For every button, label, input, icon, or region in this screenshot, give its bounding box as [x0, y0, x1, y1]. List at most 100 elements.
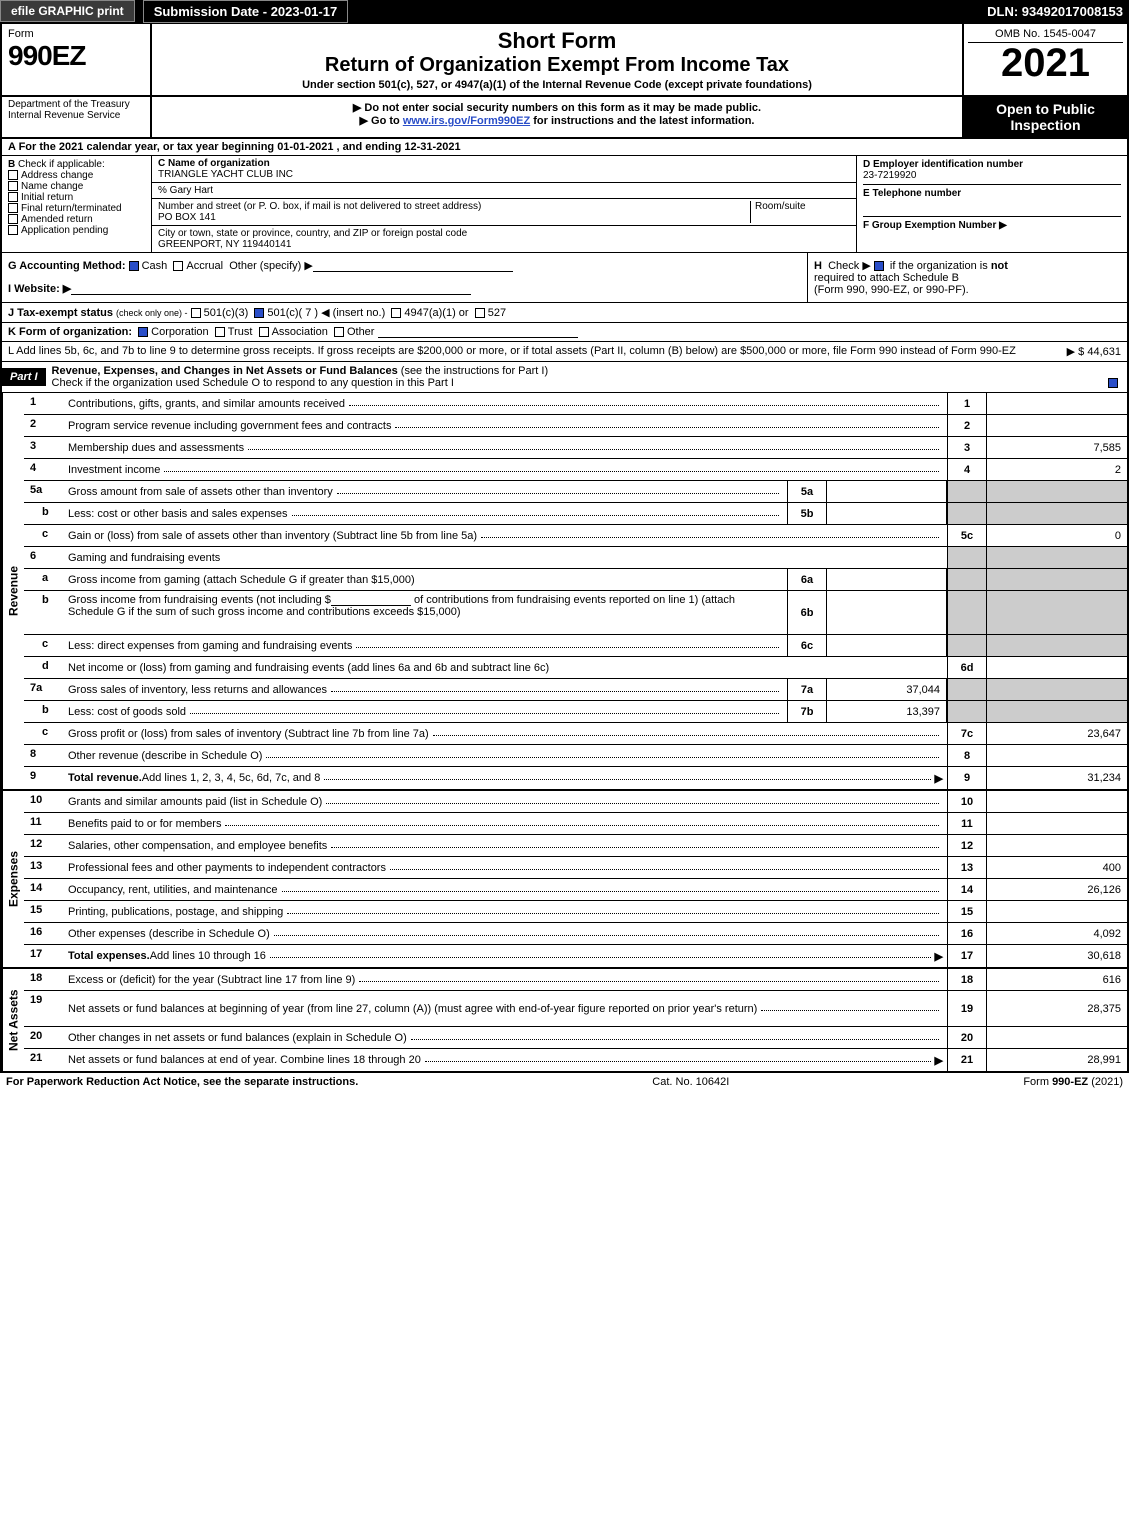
dln-label: DLN: 93492017008153 [987, 4, 1129, 19]
line-17-num: 17 [24, 945, 64, 967]
form-label: Form [8, 28, 144, 40]
line-7b-subval: 13,397 [827, 701, 947, 722]
line-6-rnum-grey [947, 547, 987, 568]
line-18-rnum: 18 [947, 969, 987, 990]
check-cash[interactable] [129, 261, 139, 271]
check-501c[interactable] [254, 308, 264, 318]
line-14-desc: Occupancy, rent, utilities, and maintena… [68, 884, 278, 896]
line-20-rval [987, 1027, 1127, 1048]
line-6a-subval [827, 569, 947, 590]
section-bcd: B Check if applicable: Address change Na… [0, 156, 1129, 253]
line-21-num: 21 [24, 1049, 64, 1071]
line-6b-subval [827, 591, 947, 634]
line-20-rnum: 20 [947, 1027, 987, 1048]
check-other-org[interactable] [334, 327, 344, 337]
city-label: City or town, state or province, country… [158, 228, 850, 239]
line-5c-num: c [24, 525, 64, 546]
section-c-label: C Name of organization [158, 158, 850, 169]
line-9-desc2: Add lines 1, 2, 3, 4, 5c, 6d, 7c, and 8 [142, 772, 321, 784]
line-3-rval: 7,585 [987, 437, 1127, 458]
expenses-side-label: Expenses [2, 791, 24, 967]
line-5b-subval [827, 503, 947, 524]
line-4-desc: Investment income [68, 464, 160, 476]
line-1-rnum: 1 [947, 393, 987, 414]
check-schedule-b[interactable] [874, 261, 884, 271]
dept-treasury: Department of the Treasury [8, 99, 144, 110]
check-corporation[interactable] [138, 327, 148, 337]
irs-link[interactable]: www.irs.gov/Form990EZ [403, 115, 530, 127]
line-17-rval: 30,618 [987, 945, 1127, 967]
check-association[interactable] [259, 327, 269, 337]
part-1-instr: (see the instructions for Part I) [401, 365, 548, 377]
line-6d-num: d [24, 657, 64, 678]
part-1-header-row: Part I Revenue, Expenses, and Changes in… [0, 362, 1129, 393]
ssn-warning: ▶ Do not enter social security numbers o… [156, 101, 958, 114]
check-527[interactable] [475, 308, 485, 318]
care-of: % Gary Hart [158, 185, 850, 196]
footer-cat-no: Cat. No. 10642I [652, 1076, 729, 1088]
line-7b-num: b [24, 701, 64, 722]
line-5b-rval-grey [987, 503, 1127, 524]
line-21-rval: 28,991 [987, 1049, 1127, 1071]
line-12-rval [987, 835, 1127, 856]
check-schedule-o[interactable] [1108, 378, 1118, 388]
room-suite-label: Room/suite [750, 201, 850, 223]
line-3-rnum: 3 [947, 437, 987, 458]
short-form-title: Short Form [160, 28, 954, 54]
line-7b-rnum-grey [947, 701, 987, 722]
line-10-rval [987, 791, 1127, 812]
line-7a-rnum-grey [947, 679, 987, 700]
check-initial-return[interactable]: Initial return [8, 192, 145, 203]
line-6c-subval [827, 635, 947, 656]
line-7a-rval-grey [987, 679, 1127, 700]
line-7b-desc: Less: cost of goods sold [68, 706, 186, 718]
check-name-change[interactable]: Name change [8, 181, 145, 192]
check-trust[interactable] [215, 327, 225, 337]
line-5b-num: b [24, 503, 64, 524]
line-5b-desc: Less: cost or other basis and sales expe… [68, 508, 288, 520]
line-2-rnum: 2 [947, 415, 987, 436]
check-final-return[interactable]: Final return/terminated [8, 203, 145, 214]
line-21-rnum: 21 [947, 1049, 987, 1071]
website-row: I Website: ▶ [8, 282, 801, 295]
efile-print-button[interactable]: efile GRAPHIC print [0, 0, 135, 22]
line-15-rval [987, 901, 1127, 922]
check-amended-return[interactable]: Amended return [8, 214, 145, 225]
line-13-desc: Professional fees and other payments to … [68, 862, 386, 874]
line-19-rnum: 19 [947, 991, 987, 1026]
line-6d-rval [987, 657, 1127, 678]
line-4-rnum: 4 [947, 459, 987, 480]
form-header-row2: Department of the Treasury Internal Reve… [0, 97, 1129, 139]
line-5a-num: 5a [24, 481, 64, 502]
line-5c-rnum: 5c [947, 525, 987, 546]
line-1-desc: Contributions, gifts, grants, and simila… [68, 398, 345, 410]
line-5c-rval: 0 [987, 525, 1127, 546]
part-1-title: Revenue, Expenses, and Changes in Net As… [52, 365, 398, 377]
line-21-desc: Net assets or fund balances at end of ye… [68, 1054, 421, 1066]
address: PO BOX 141 [158, 212, 750, 223]
line-6a-num: a [24, 569, 64, 590]
accounting-method: G Accounting Method: Cash Accrual Other … [8, 259, 801, 272]
check-accrual[interactable] [173, 261, 183, 271]
section-b-label: B Check if applicable: [8, 159, 145, 170]
line-8-desc: Other revenue (describe in Schedule O) [68, 750, 262, 762]
revenue-side-label: Revenue [2, 393, 24, 789]
footer-left: For Paperwork Reduction Act Notice, see … [6, 1076, 358, 1088]
line-2-desc: Program service revenue including govern… [68, 420, 391, 432]
line-7c-desc: Gross profit or (loss) from sales of inv… [68, 728, 429, 740]
line-11-rnum: 11 [947, 813, 987, 834]
line-2-num: 2 [24, 415, 64, 436]
check-application-pending[interactable]: Application pending [8, 225, 145, 236]
check-address-change[interactable]: Address change [8, 170, 145, 181]
line-8-rval [987, 745, 1127, 766]
ein-value: 23-7219920 [863, 170, 1121, 181]
section-f: F Group Exemption Number ▶ [863, 216, 1121, 231]
line-12-rnum: 12 [947, 835, 987, 856]
line-11-rval [987, 813, 1127, 834]
row-l-gross-receipts: L Add lines 5b, 6c, and 7b to line 9 to … [0, 342, 1129, 362]
check-501c3[interactable] [191, 308, 201, 318]
line-6c-sub: 6c [787, 635, 827, 656]
check-4947[interactable] [391, 308, 401, 318]
line-6a-rnum-grey [947, 569, 987, 590]
line-4-rval: 2 [987, 459, 1127, 480]
